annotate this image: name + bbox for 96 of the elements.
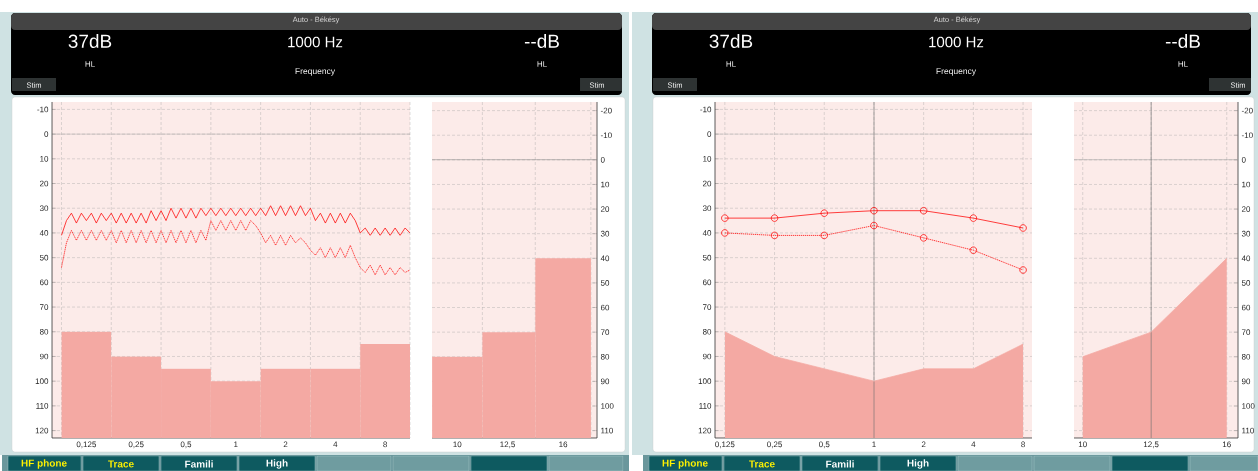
y-tick-label: -10 (1241, 132, 1253, 139)
text: 37dB (709, 34, 753, 48)
y-tick-label: 10 (703, 155, 712, 162)
x-tick-label: 0,5 (819, 441, 830, 449)
y-tick-label: -10 (700, 106, 712, 113)
y-tick-label: 90 (1241, 378, 1251, 385)
y-tick-label: 80 (39, 328, 49, 335)
text: HL (1178, 61, 1188, 67)
x-tick-label: 4 (333, 441, 338, 448)
y-tick-label: -20 (1241, 107, 1253, 114)
y-tick-label: 100 (1242, 403, 1255, 409)
y-tick-label: 110 (601, 427, 613, 434)
y-tick-label: 90 (39, 353, 49, 360)
text: Trace (108, 460, 134, 468)
text: Frequency (936, 68, 977, 76)
y-tick-label: -10 (37, 106, 49, 113)
y-tick-label: 60 (1241, 304, 1251, 311)
y-tick-label: 100 (35, 378, 49, 384)
x-tick-label: 0,125 (76, 441, 97, 449)
y-tick-label: 60 (702, 279, 712, 286)
x-tick-label: 0,125 (715, 441, 735, 449)
y-tick-label: 120 (698, 427, 712, 434)
y-tick-label: 40 (702, 230, 712, 236)
y-tick-label: 30 (39, 205, 49, 212)
y-tick-label: 20 (702, 180, 712, 187)
x-tick-label: 0,5 (180, 441, 192, 449)
y-tick-label: 50 (600, 280, 610, 286)
text: High (266, 459, 288, 469)
y-tick-label: 70 (600, 329, 610, 335)
y-tick-label: 0 (707, 131, 712, 137)
x-tick-label: 1 (872, 441, 876, 448)
x-tick-label: 16 (1222, 441, 1231, 448)
text: HF phone (662, 459, 708, 469)
text: HL (726, 61, 736, 67)
y-tick-label: 10 (1242, 181, 1251, 188)
text: Famili (185, 460, 213, 468)
x-tick-label: 10 (1078, 441, 1087, 448)
y-tick-label: 70 (1241, 329, 1251, 335)
y-tick-label: 110 (36, 403, 49, 409)
y-tick-label: 110 (699, 403, 712, 409)
x-tick-label: 12,5 (1143, 441, 1159, 449)
y-tick-label: 40 (600, 255, 610, 262)
x-tick-label: 16 (559, 441, 568, 448)
y-tick-label: 50 (1241, 280, 1251, 286)
y-tick-label: -20 (600, 107, 612, 114)
y-tick-label: 20 (1241, 206, 1251, 212)
text: Frequency (295, 68, 336, 76)
x-tick-label: 4 (971, 441, 976, 448)
y-tick-label: -10 (600, 132, 612, 139)
text: HL (85, 61, 95, 67)
y-tick-label: 80 (600, 353, 610, 360)
y-tick-label: 0 (600, 157, 605, 163)
y-tick-label: 0 (1241, 157, 1246, 163)
y-tick-label: 60 (39, 279, 49, 286)
y-tick-label: 90 (600, 378, 610, 385)
y-tick-label: 70 (39, 304, 49, 310)
y-tick-label: 30 (702, 205, 712, 212)
text: 1000 Hz (929, 36, 984, 48)
y-tick-label: 80 (1241, 353, 1251, 360)
y-tick-label: 20 (600, 206, 610, 212)
text: --dB (524, 34, 559, 48)
y-tick-label: 50 (39, 254, 49, 261)
x-tick-label: 2 (283, 441, 288, 448)
x-tick-label: 2 (921, 441, 926, 448)
y-tick-label: 110 (1242, 427, 1254, 434)
y-tick-label: 50 (702, 254, 712, 261)
text: Famili (826, 460, 854, 468)
x-tick-label: 0,25 (128, 441, 144, 449)
y-tick-label: 10 (601, 181, 610, 188)
y-tick-label: 60 (600, 304, 610, 311)
text: 37dB (68, 34, 112, 48)
y-tick-label: 10 (40, 155, 49, 162)
x-tick-label: 10 (453, 441, 462, 448)
y-tick-label: 20 (39, 180, 49, 187)
x-tick-label: 8 (1021, 441, 1025, 448)
y-tick-label: 70 (702, 304, 712, 310)
y-tick-label: 100 (698, 378, 712, 384)
y-tick-label: 30 (1241, 230, 1251, 237)
y-tick-label: 0 (44, 131, 49, 137)
x-tick-label: 12,5 (500, 441, 515, 449)
text: Trace (749, 460, 775, 468)
text: High (907, 459, 929, 469)
y-tick-label: 40 (1241, 255, 1251, 262)
y-tick-label: 40 (39, 230, 49, 236)
y-tick-label: 30 (600, 230, 610, 237)
text: HF phone (21, 459, 67, 469)
x-tick-label: 1 (234, 441, 238, 448)
y-tick-label: 90 (702, 353, 712, 360)
x-tick-label: 8 (383, 441, 387, 448)
x-tick-label: 0,25 (767, 441, 782, 449)
y-tick-label: 100 (601, 403, 614, 409)
y-tick-label: 80 (702, 328, 712, 335)
text: HL (537, 61, 547, 67)
text: 1000 Hz (288, 36, 343, 48)
text: --dB (1165, 34, 1200, 48)
y-tick-label: 120 (35, 427, 49, 434)
